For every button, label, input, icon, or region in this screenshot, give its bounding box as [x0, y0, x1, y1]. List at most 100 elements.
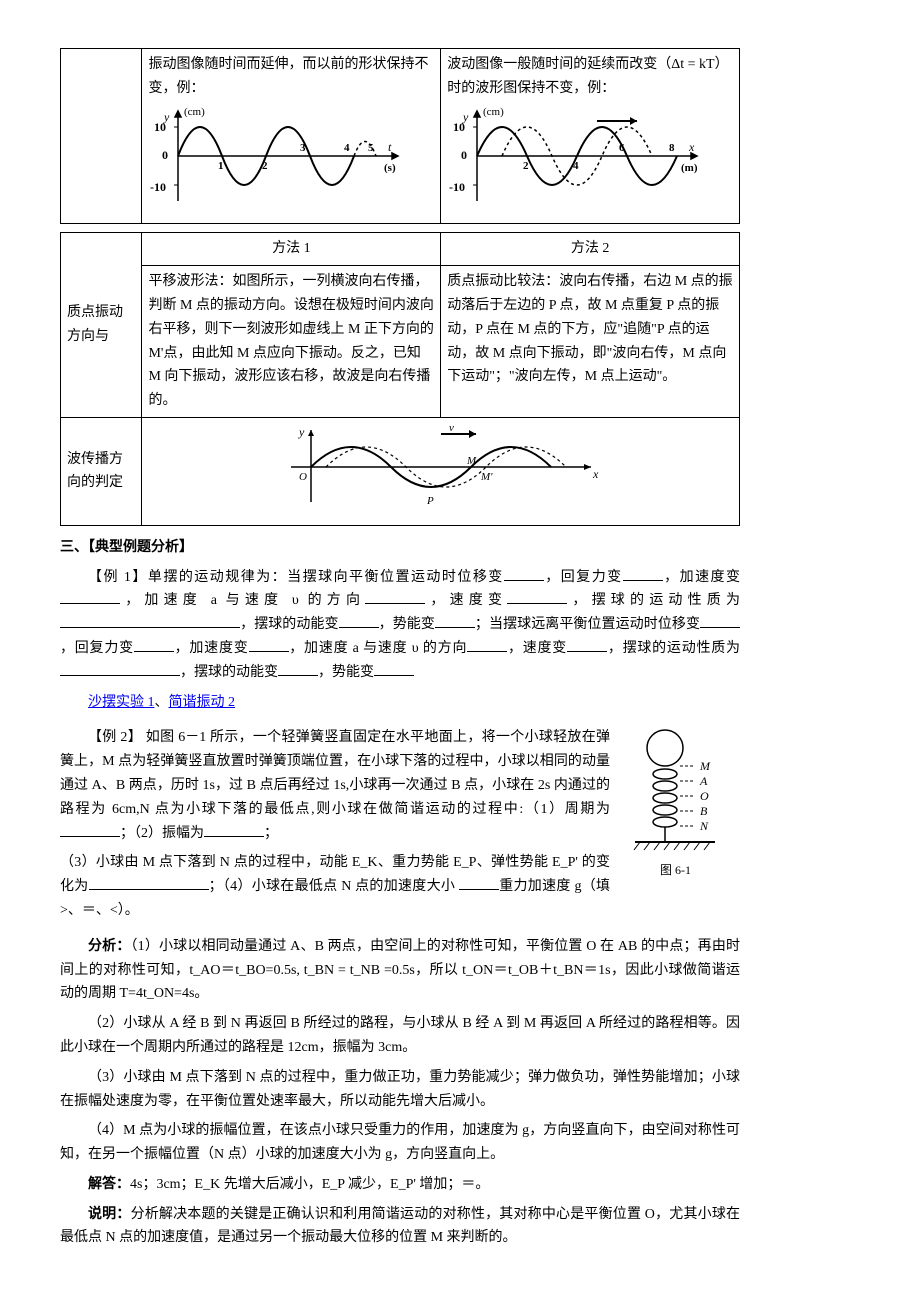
- ex1-t11: ，加速度变: [174, 641, 249, 656]
- ex1-t14: ，摆球的运动性质为: [607, 641, 740, 656]
- vibration-graph: y (cm) 10 0 -10 12 34 5 t (s): [148, 101, 408, 211]
- ex2-q4: ；（4）小球在最低点 N 点的加速度大小: [209, 879, 459, 894]
- blank: [459, 889, 499, 890]
- blank: [60, 627, 240, 628]
- blank: [504, 580, 544, 581]
- blank: [467, 651, 507, 652]
- blank: [249, 651, 289, 652]
- table1-left-text: 振动图像随时间而延伸，而以前的形状保持不变，例：: [148, 57, 428, 96]
- svg-text:-10: -10: [449, 180, 465, 194]
- ex1-t10: ，回复力变: [60, 641, 134, 656]
- rowhead2-text: 波传播方向的判定: [67, 452, 123, 491]
- blank: [374, 675, 414, 676]
- svg-text:4: 4: [573, 160, 579, 172]
- link-sep: 、: [155, 695, 169, 710]
- blank: [339, 627, 379, 628]
- link-sand-pendulum[interactable]: 沙摆实验 1: [88, 695, 155, 710]
- ex1-t4: ，加速度 a 与速度 υ 的方向: [120, 593, 365, 608]
- svg-text:(m): (m): [681, 162, 698, 174]
- svg-text:10: 10: [154, 120, 166, 134]
- svg-text:(cm): (cm): [184, 106, 205, 118]
- svg-text:A: A: [699, 774, 708, 788]
- ex1-t15: ，摆球的动能变: [180, 665, 278, 680]
- example1-paragraph: 【例 1】单摆的运动规律为：当摆球向平衡位置运动时位移变 ，回复力变 ，加速度变 ，加…: [60, 566, 740, 685]
- svg-text:O: O: [299, 471, 307, 483]
- svg-text:1: 1: [218, 160, 224, 172]
- analysis-label: 分析：: [88, 939, 131, 954]
- analysis-p4: （4）M 点为小球的振幅位置，在该点小球只受重力的作用，加速度为 g，方向竖直向…: [60, 1119, 740, 1167]
- svg-text:4: 4: [344, 142, 350, 154]
- svg-text:-10: -10: [150, 180, 166, 194]
- analysis-p3: （3）小球由 M 点下落到 N 点的过程中，重力做正功，重力势能减少；弹力做负功…: [60, 1066, 740, 1114]
- svg-text:M': M': [480, 471, 493, 483]
- svg-text:0: 0: [162, 148, 168, 162]
- svg-text:0: 0: [461, 148, 467, 162]
- explain-label: 说明：: [88, 1207, 131, 1222]
- ex1-t12: ，加速度 a 与速度 υ 的方向: [289, 641, 468, 656]
- answer-p: 解答：4s；3cm；E_K 先增大后减小，E_P 减少，E_P' 增加；＝。: [60, 1173, 740, 1197]
- ex2-q2a: ；（2）振幅为: [120, 826, 204, 841]
- wave-direction-diagram: y O x v M M' P: [271, 422, 611, 512]
- blank: [60, 603, 120, 604]
- method2-text: 质点振动比较法：波向右传播，右边 M 点的振动落后于左边的 P 点，故 M 点重…: [441, 266, 740, 418]
- blank: [507, 603, 567, 604]
- svg-text:O: O: [700, 789, 709, 803]
- links-row: 沙摆实验 1、简谐振动 2: [60, 691, 740, 715]
- svg-text:3: 3: [300, 142, 306, 154]
- blank: [134, 651, 174, 652]
- svg-text:2: 2: [262, 160, 268, 172]
- ex1-label: 【例 1】: [88, 570, 148, 585]
- svg-text:(cm): (cm): [483, 106, 504, 118]
- blank: [623, 580, 663, 581]
- blank: [278, 675, 318, 676]
- ex1-t13: ，速度变: [507, 641, 567, 656]
- ex1-t2: ，回复力变: [544, 570, 623, 585]
- svg-text:v: v: [449, 422, 454, 434]
- svg-text:M: M: [699, 759, 711, 773]
- blank: [60, 675, 180, 676]
- explain-p: 说明：分析解决本题的关键是正确认识和利用简谐运动的对称性，其对称中心是平衡位置 …: [60, 1203, 740, 1251]
- ex1-t7: ，摆球的动能变: [240, 617, 339, 632]
- fig-caption: 图 6-1: [660, 863, 691, 877]
- ex1-t8: ，势能变: [379, 617, 435, 632]
- ex1-t16: ，势能变: [318, 665, 374, 680]
- blank: [204, 836, 264, 837]
- ex1-t1: 单摆的运动规律为：当摆球向平衡位置运动时位移变: [148, 570, 504, 585]
- table1-right-formula: Δt = kT: [671, 57, 714, 72]
- svg-text:5: 5: [368, 142, 374, 154]
- comparison-table-1: 振动图像随时间而延伸，而以前的形状保持不变，例： y (cm) 10 0 -10: [60, 48, 740, 224]
- analysis-p1-text: （1）小球以相同动量通过 A、B 两点，由空间上的对称性可知，平衡位置 O 在 …: [60, 939, 740, 1002]
- ex2-label: 【例 2】: [88, 730, 142, 745]
- answer-label: 解答：: [88, 1177, 130, 1192]
- svg-text:x: x: [688, 140, 695, 154]
- spring-figure: M A O B N 图 6-1: [620, 724, 740, 893]
- method-table: 质点振动方向与 方法 1 方法 2 平移波形法：如图所示，一列横波向右传播，判断…: [60, 232, 740, 525]
- method1-header: 方法 1: [142, 233, 441, 266]
- blank: [567, 651, 607, 652]
- method1-text: 平移波形法：如图所示，一列横波向右传播，判断 M 点的振动方向。设想在极短时间内…: [142, 266, 441, 418]
- section3-title: 三、【典型例题分析】: [60, 536, 740, 560]
- svg-text:x: x: [592, 467, 599, 481]
- analysis-p1: 分析：（1）小球以相同动量通过 A、B 两点，由空间上的对称性可知，平衡位置 O…: [60, 935, 740, 1006]
- blank: [435, 627, 475, 628]
- svg-text:B: B: [700, 804, 708, 818]
- blank: [60, 836, 120, 837]
- ex2-q2b: ；: [264, 826, 278, 841]
- answer-text: 4s；3cm；E_K 先增大后减小，E_P 减少，E_P' 增加；＝。: [130, 1177, 489, 1192]
- analysis-p2: （2）小球从 A 经 B 到 N 再返回 B 所经过的路程，与小球从 B 经 A…: [60, 1012, 740, 1060]
- rowhead1-text: 质点振动方向与: [67, 305, 123, 344]
- svg-text:10: 10: [453, 120, 465, 134]
- svg-text:N: N: [699, 819, 709, 833]
- wave-graph: y (cm) 10 0 -10 24 68 x (m): [447, 101, 707, 211]
- link-shm[interactable]: 简谐振动 2: [169, 695, 236, 710]
- svg-text:2: 2: [523, 160, 529, 172]
- blank: [89, 889, 209, 890]
- svg-text:y: y: [298, 425, 305, 439]
- rowhead-propagation: 波传播方向的判定: [61, 417, 142, 525]
- example2-block: M A O B N 图 6-1 【例 2】 如图 6－1 所示，一个轻弹簧竖直固…: [60, 720, 740, 928]
- svg-text:6: 6: [619, 142, 625, 154]
- method2-header: 方法 2: [441, 233, 740, 266]
- ex2-intro: 如图 6－1 所示，一个轻弹簧竖直固定在水平地面上，将一个小球轻放在弹簧上，M …: [60, 730, 610, 816]
- explain-text: 分析解决本题的关键是正确认识和利用简谐运动的对称性，其对称中心是平衡位置 O，尤…: [60, 1207, 740, 1246]
- svg-text:M: M: [466, 455, 477, 467]
